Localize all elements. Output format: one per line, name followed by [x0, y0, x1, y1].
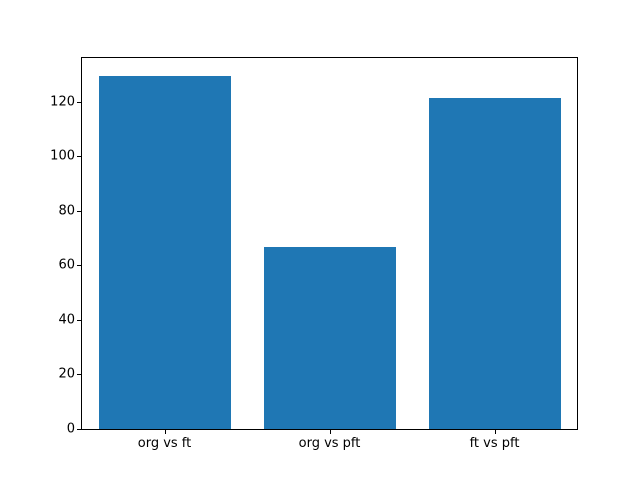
y-tick-label: 80 — [58, 203, 75, 219]
plot-area: org vs ft org vs pft ft vs pft 0 20 40 60 80 100… — [50, 57, 578, 451]
y-tick-mark — [77, 101, 81, 103]
x-tick-label: ft vs pft — [469, 436, 520, 451]
x-tick-mark — [329, 430, 331, 434]
bar-org-vs-ft — [98, 75, 231, 429]
y-tick-mark — [77, 265, 81, 267]
y-tick-mark — [77, 156, 81, 158]
y-tick-label: 0 — [66, 421, 75, 437]
x-tick-label: org vs pft — [298, 436, 361, 451]
x-tick-label: org vs ft — [137, 436, 192, 451]
y-tick-label: 20 — [58, 366, 75, 382]
y-tick-mark — [77, 319, 81, 321]
x-tick-mark — [494, 430, 496, 434]
bar-ft-vs-pft — [428, 98, 561, 429]
y-tick-label: 60 — [58, 257, 75, 273]
y-tick-label: 100 — [50, 148, 75, 164]
y-tick-label: 40 — [58, 312, 75, 328]
y-tick-mark — [77, 210, 81, 212]
y-tick-mark — [77, 374, 81, 376]
y-tick-mark — [77, 429, 81, 430]
y-tick-label: 120 — [50, 94, 75, 110]
bar-org-vs-pft — [263, 246, 396, 429]
x-tick-mark — [164, 430, 166, 434]
